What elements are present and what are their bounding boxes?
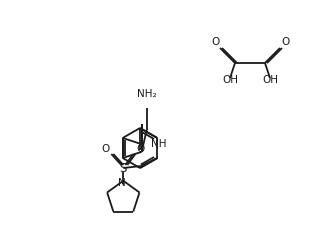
Text: O: O (101, 144, 110, 154)
Text: O: O (211, 37, 219, 47)
Text: N: N (118, 178, 126, 188)
Text: OH: OH (222, 75, 238, 85)
Text: S: S (120, 161, 127, 175)
Text: OH: OH (262, 75, 278, 85)
Text: O: O (281, 37, 289, 47)
Text: NH: NH (151, 139, 166, 149)
Text: NH₂: NH₂ (137, 89, 156, 99)
Text: O: O (136, 144, 144, 154)
